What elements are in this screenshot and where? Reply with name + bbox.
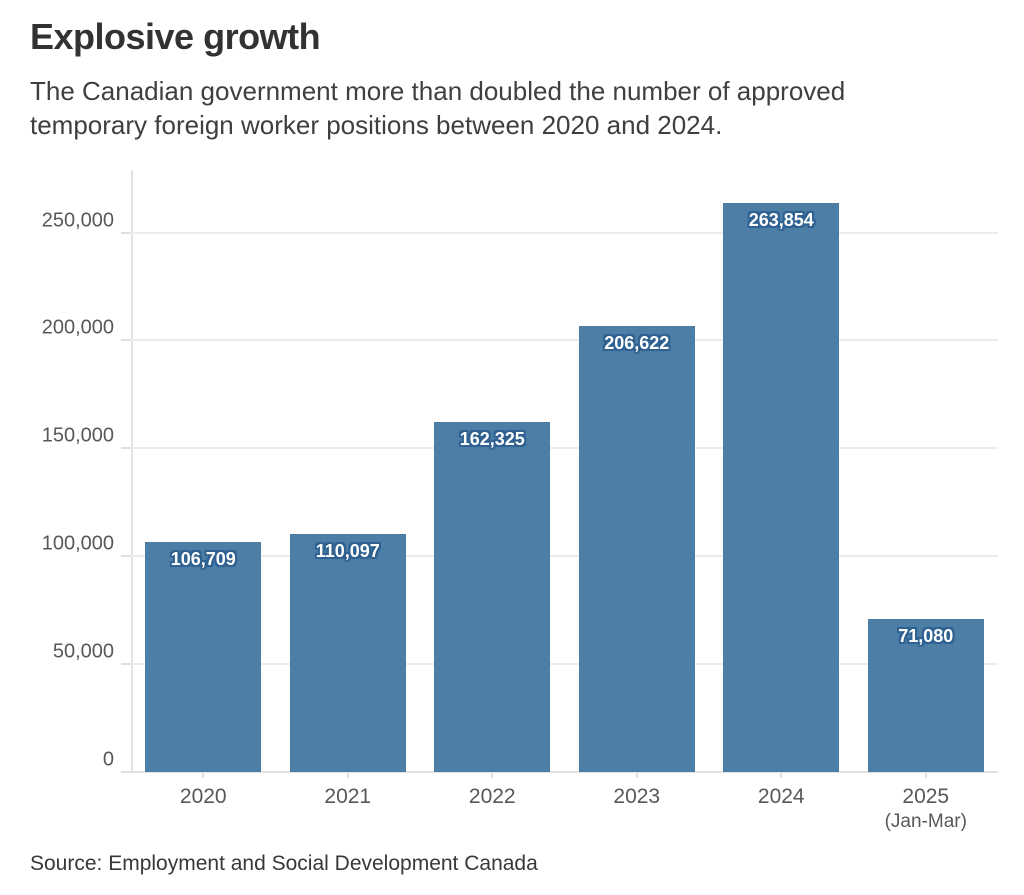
x-tick-label: 2024 (757, 785, 805, 808)
x-tick (924, 772, 927, 778)
bar-value-label: 71,080 (898, 625, 954, 646)
bar-2025: 71,080 (867, 618, 984, 772)
bar-slot: 106,709 2020 (131, 170, 276, 808)
x-tick-label: 2023 (613, 785, 661, 808)
y-tick (121, 231, 131, 234)
bar-2020: 106,709 (145, 541, 262, 772)
x-tick (780, 772, 783, 778)
bar-value-label: 162,325 (459, 428, 525, 449)
y-tick (121, 555, 131, 558)
gridline (131, 231, 998, 234)
bar-value-label: 263,854 (748, 209, 814, 230)
x-tick (635, 772, 638, 778)
plot-area: 0 50,000 100,000 150,000 200,000 250,000 106,7… (42, 170, 999, 832)
y-tick-label: 150,000 (41, 424, 114, 447)
bar-slot: 110,097 2021 (276, 170, 421, 808)
y-tick-label: 250,000 (41, 209, 114, 232)
y-tick (121, 771, 131, 773)
x-tick-label: 2020 (179, 785, 227, 808)
gridline (131, 555, 998, 558)
y-tick-label: 200,000 (41, 316, 114, 339)
y-axis-line (131, 170, 133, 772)
bar-2023: 206,622 (578, 326, 695, 772)
x-tick-label: 2021 (324, 785, 372, 808)
y-tick-label: 100,000 (41, 532, 114, 555)
x-axis-baseline (131, 771, 998, 773)
x-tick (491, 772, 494, 778)
chart-subtitle: The Canadian government more than double… (30, 76, 846, 141)
bar-slot: 263,854 2024 (709, 170, 854, 808)
bar-slot: 162,325 2022 (420, 170, 565, 808)
source-note: Source: Employment and Social Developmen… (30, 852, 538, 875)
x-tick-sublabel: (Jan-Mar) (884, 811, 967, 833)
bar-value-label: 110,097 (315, 541, 380, 562)
x-tick (346, 772, 349, 778)
x-tick (202, 772, 205, 778)
y-tick-label: 50,000 (52, 640, 114, 663)
bar-slot: 206,622 2023 (565, 170, 710, 808)
x-tick-label: 2025 (Jan-Mar) (854, 784, 999, 834)
y-tick (121, 663, 131, 666)
gridline (131, 447, 998, 450)
x-tick-label: 2022 (468, 785, 516, 808)
y-tick (121, 447, 131, 450)
bar-value-label: 106,709 (170, 548, 236, 569)
bar-value-label: 206,622 (604, 333, 670, 354)
gridline (131, 663, 998, 666)
bar-2022: 162,325 (434, 421, 551, 772)
bar-2021: 110,097 (289, 534, 406, 772)
bar-2024: 263,854 (723, 202, 840, 772)
chart-title: Explosive growth (30, 16, 321, 57)
y-tick-label: 0 (102, 748, 114, 771)
bar-slot: 71,080 2025 (Jan-Mar) (854, 170, 999, 832)
gridline (131, 339, 998, 342)
y-tick (121, 339, 131, 342)
